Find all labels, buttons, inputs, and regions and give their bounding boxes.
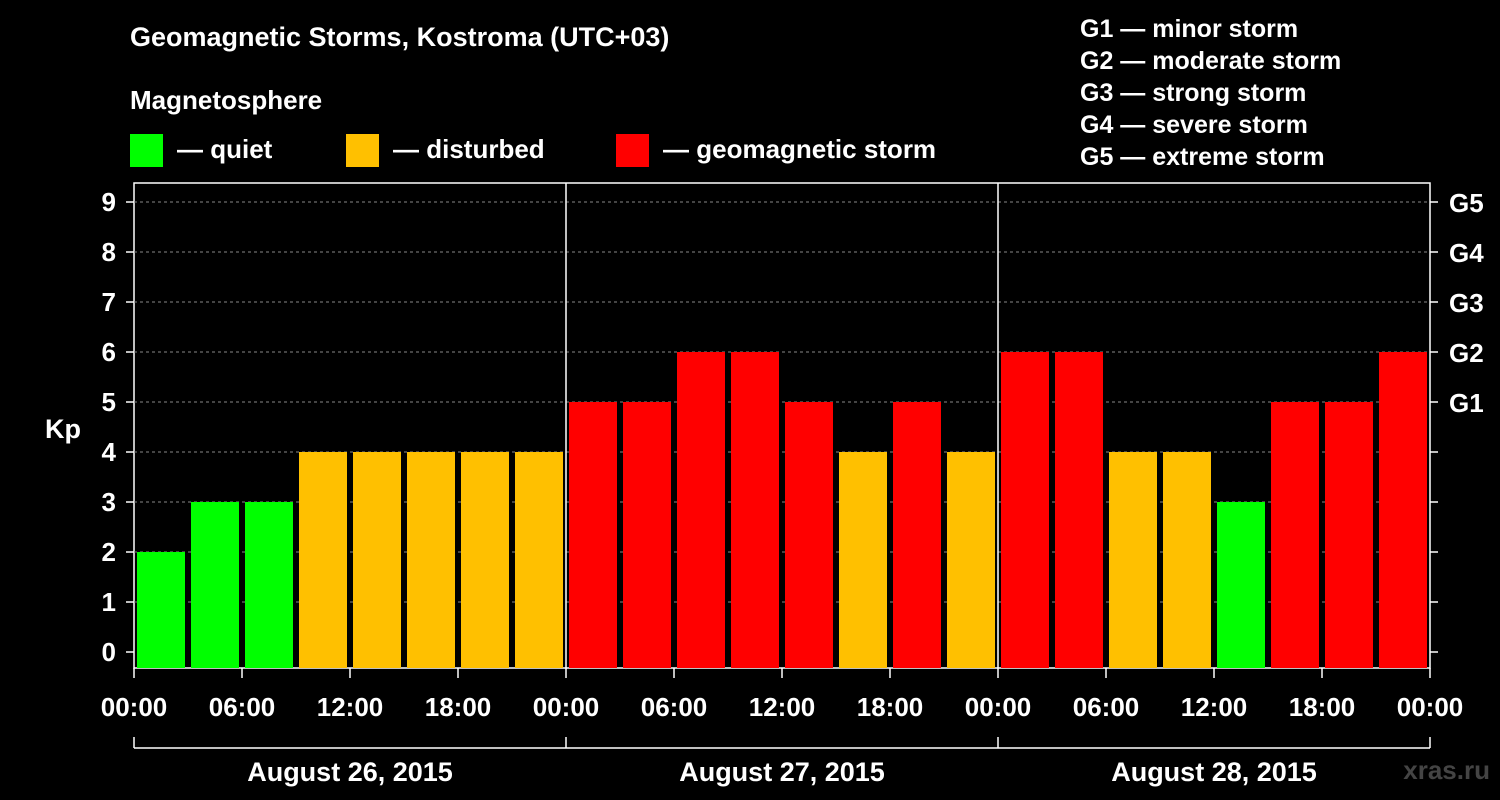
kp-bar (245, 502, 293, 668)
storm-level-g4: G4 — severe storm (1080, 111, 1308, 139)
chart-subtitle: Magnetosphere (130, 85, 323, 115)
kp-bar (353, 452, 401, 668)
kp-bar (1271, 402, 1319, 668)
kp-bar (1055, 352, 1103, 668)
legend-label-quiet: — quiet (177, 134, 273, 164)
kp-bar (1379, 352, 1427, 668)
kp-bar (407, 452, 455, 668)
kp-bar (1163, 452, 1211, 668)
y-tick-label: 3 (102, 487, 116, 517)
x-tick-label: 00:00 (533, 692, 600, 722)
y-tick-label: 7 (102, 287, 116, 317)
x-tick-label: 12:00 (317, 692, 384, 722)
kp-bar (785, 402, 833, 668)
chart-title: Geomagnetic Storms, Kostroma (UTC+03) (130, 22, 670, 52)
watermark: xras.ru (1403, 755, 1490, 785)
y-tick-label: 4 (102, 437, 117, 467)
x-tick-label: 18:00 (425, 692, 492, 722)
legend-label-disturbed: — disturbed (393, 134, 545, 164)
y-tick-label: 1 (102, 587, 116, 617)
storm-level-g1: G1 — minor storm (1080, 15, 1299, 43)
x-tick-label: 18:00 (857, 692, 924, 722)
y-tick-label: 6 (102, 337, 116, 367)
x-tick-label: 12:00 (749, 692, 816, 722)
legend-swatch-storm (616, 134, 649, 167)
kp-bar (299, 452, 347, 668)
kp-bar (1001, 352, 1049, 668)
storm-level-g2: G2 — moderate storm (1080, 47, 1342, 75)
storm-level-tick-label: G3 (1449, 288, 1484, 318)
kp-bar (731, 352, 779, 668)
x-tick-label: 06:00 (209, 692, 276, 722)
kp-bar (191, 502, 239, 668)
kp-bar (677, 352, 725, 668)
storm-level-tick-label: G1 (1449, 388, 1484, 418)
day-label: August 26, 2015 (247, 757, 453, 787)
kp-bar (569, 402, 617, 668)
kp-bar (515, 452, 563, 668)
x-tick-label: 06:00 (641, 692, 708, 722)
y-tick-label: 2 (102, 537, 116, 567)
kp-bar (461, 452, 509, 668)
day-label: August 27, 2015 (679, 757, 885, 787)
x-tick-label: 00:00 (965, 692, 1032, 722)
x-tick-label: 00:00 (101, 692, 168, 722)
storm-level-tick-label: G2 (1449, 338, 1484, 368)
y-tick-label: 0 (102, 637, 116, 667)
kp-bar (1325, 402, 1373, 668)
x-tick-label: 00:00 (1397, 692, 1464, 722)
kp-bar (893, 402, 941, 668)
legend-label-storm: — geomagnetic storm (663, 134, 937, 164)
storm-level-tick-label: G4 (1449, 238, 1484, 268)
x-tick-label: 12:00 (1181, 692, 1248, 722)
storm-level-tick-label: G5 (1449, 188, 1484, 218)
day-label: August 28, 2015 (1111, 757, 1317, 787)
kp-bar (1217, 502, 1265, 668)
kp-bar (839, 452, 887, 668)
kp-bar (137, 552, 185, 668)
legend-swatch-quiet (130, 134, 163, 167)
y-tick-label: 8 (102, 237, 116, 267)
x-tick-label: 18:00 (1289, 692, 1356, 722)
legend-swatch-disturbed (346, 134, 379, 167)
storm-level-g3: G3 — strong storm (1080, 79, 1307, 107)
y-tick-label: 9 (102, 187, 116, 217)
storm-level-g5: G5 — extreme storm (1080, 143, 1325, 171)
kp-bar (947, 452, 995, 668)
kp-bar (623, 402, 671, 668)
y-tick-label: 5 (102, 387, 116, 417)
x-tick-label: 06:00 (1073, 692, 1140, 722)
y-axis-label: Kp (45, 414, 81, 444)
kp-bar (1109, 452, 1157, 668)
